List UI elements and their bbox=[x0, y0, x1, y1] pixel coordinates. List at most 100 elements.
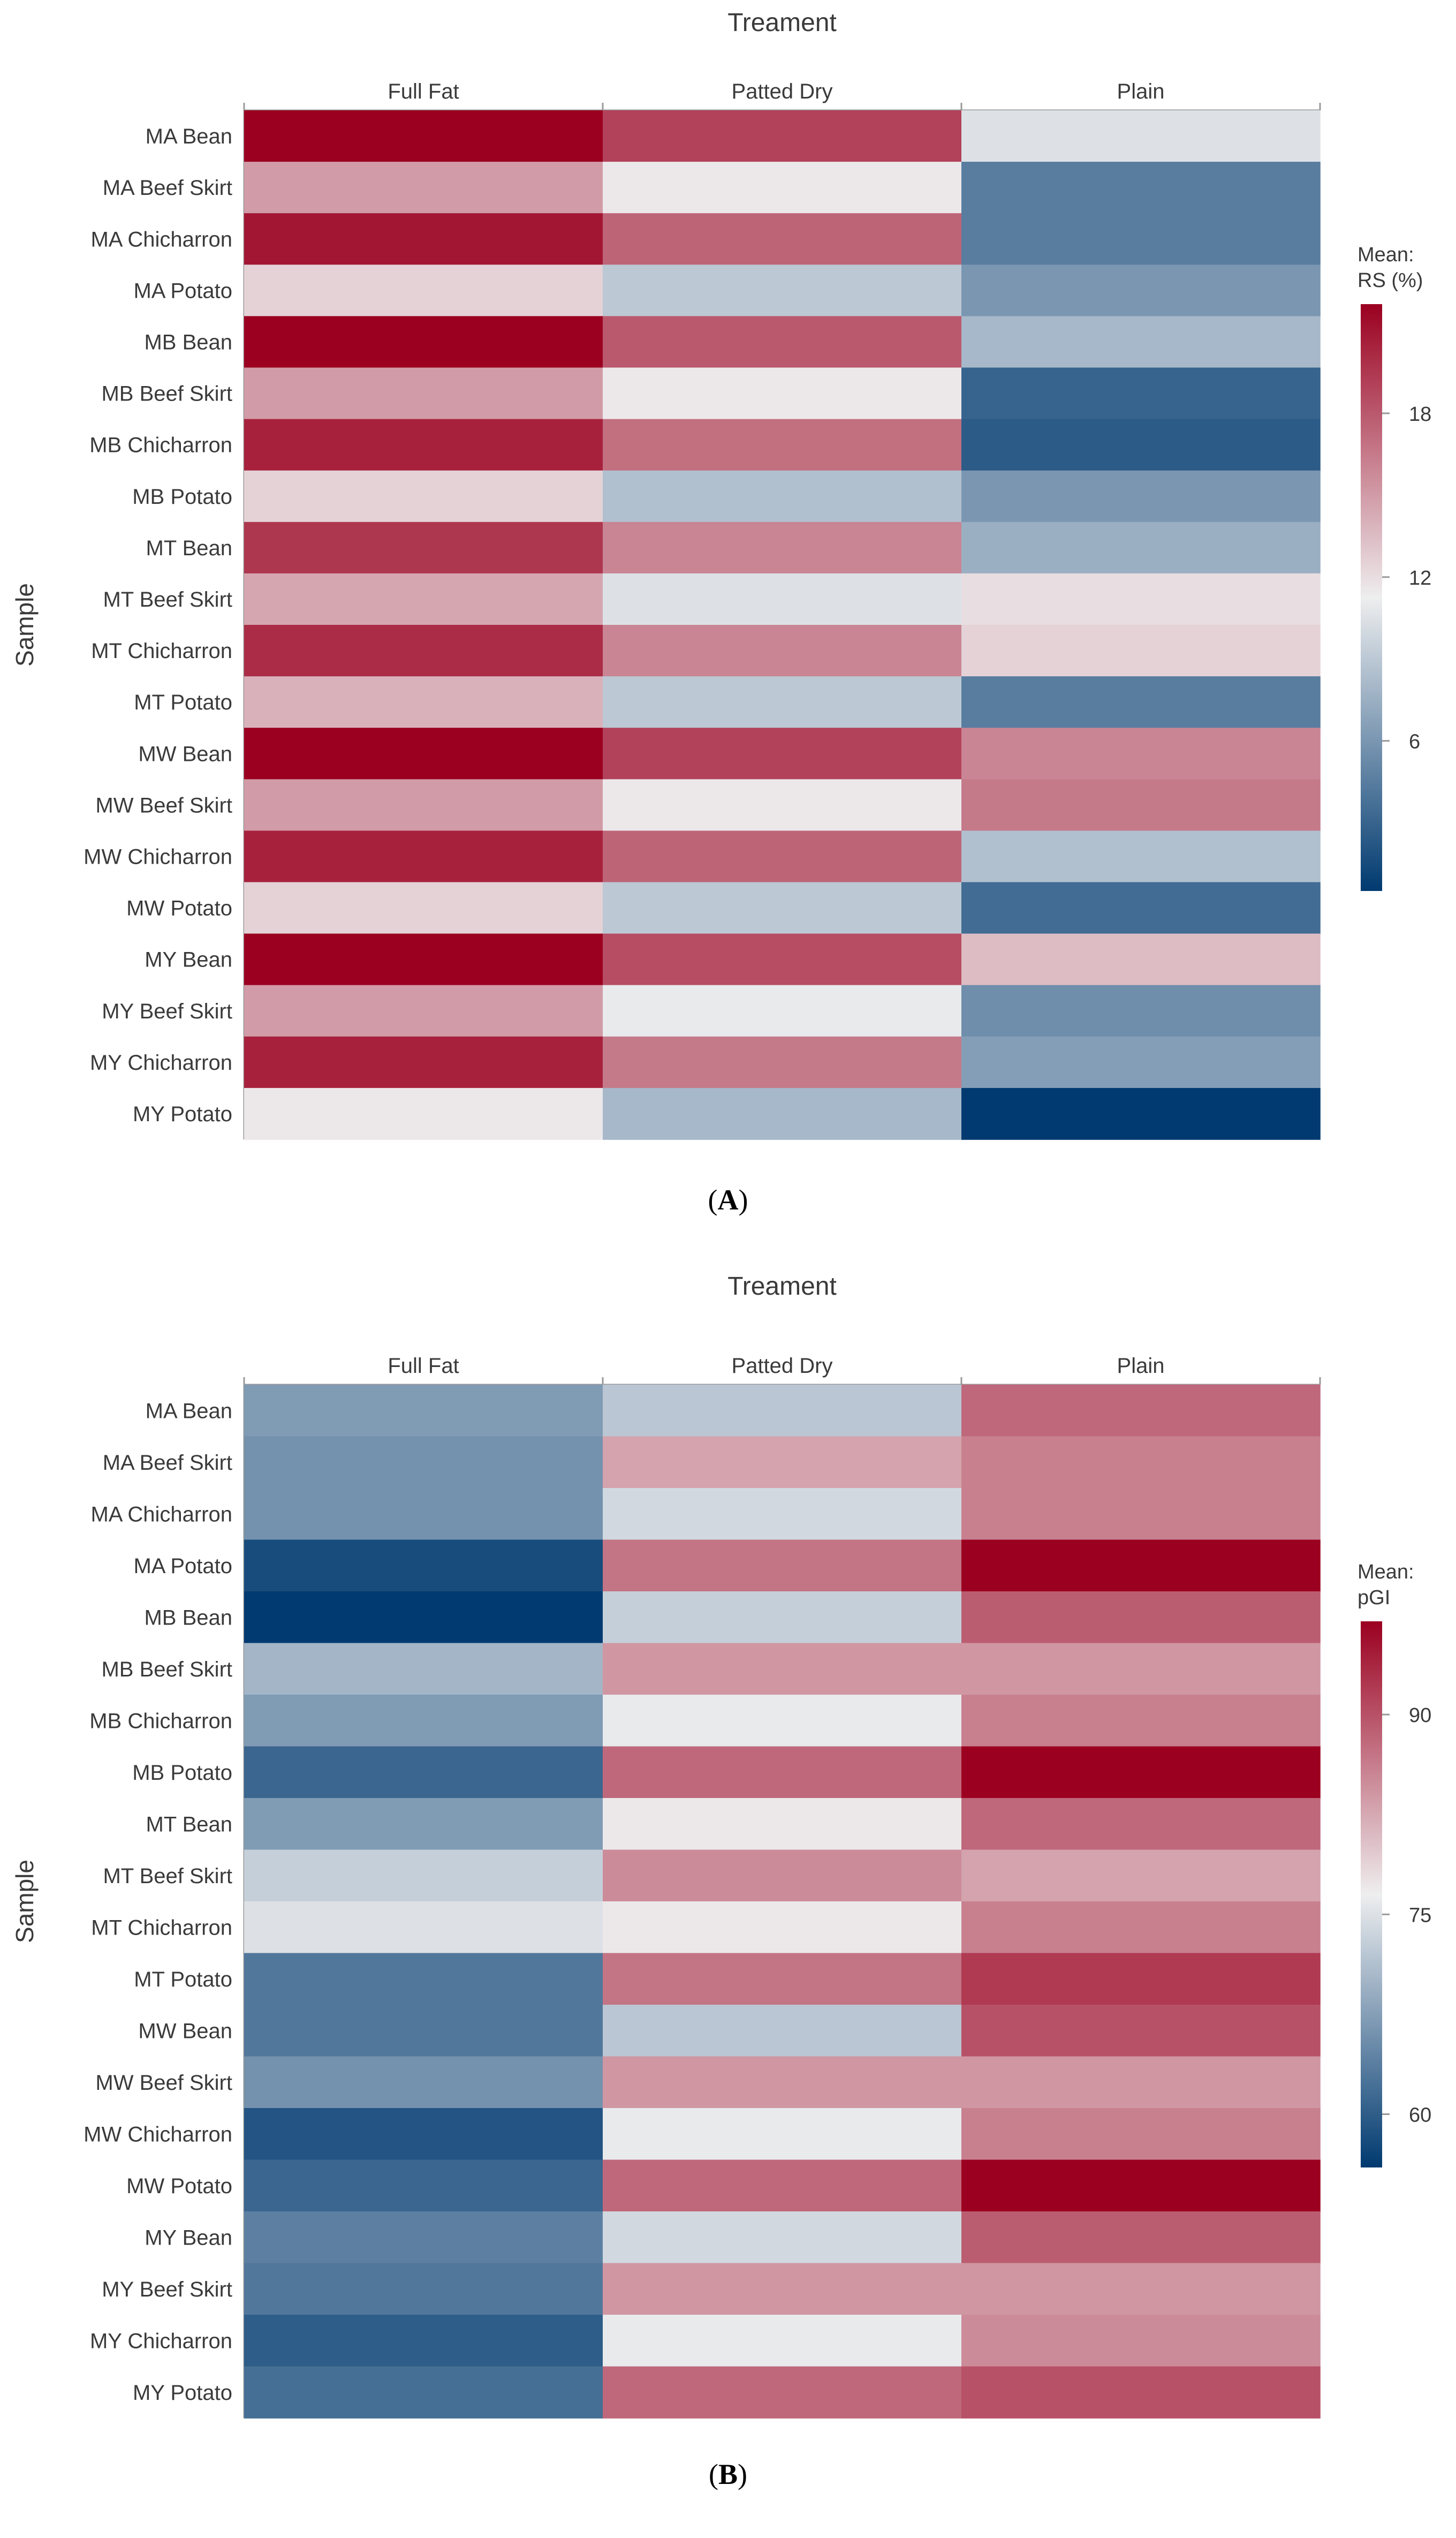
row-label-a-11: MT Potato bbox=[134, 691, 232, 714]
heatmap-cell-b-11-1 bbox=[603, 1953, 962, 2005]
colorbar-a bbox=[1361, 304, 1382, 891]
heatmap-cell-b-11-2 bbox=[961, 1953, 1321, 2005]
row-label-b-3: MA Potato bbox=[133, 1554, 232, 1578]
heatmap-cell-b-0-0 bbox=[244, 1385, 603, 1437]
heatmap-cell-b-15-1 bbox=[603, 2159, 962, 2212]
heatmap-cell-a-16-0 bbox=[244, 933, 603, 986]
row-label-a-10: MT Chicharron bbox=[91, 639, 232, 663]
heatmap-cell-a-7-0 bbox=[244, 470, 603, 523]
heatmap-cell-a-18-2 bbox=[961, 1036, 1321, 1089]
heatmap-cell-a-0-1 bbox=[603, 110, 962, 162]
heatmap-cell-b-9-0 bbox=[244, 1849, 603, 1902]
colorbar-tick-label-b-0: 60 bbox=[1409, 2104, 1431, 2126]
heatmap-cell-a-5-0 bbox=[244, 367, 603, 420]
heatmap-cell-b-19-2 bbox=[961, 2366, 1321, 2419]
heatmap-cell-b-5-2 bbox=[961, 1643, 1321, 1695]
heatmap-cell-a-10-2 bbox=[961, 625, 1321, 677]
heatmap-cell-b-9-1 bbox=[603, 1849, 962, 1902]
heatmap-cell-b-19-1 bbox=[603, 2366, 962, 2419]
heatmap-cell-b-16-0 bbox=[244, 2211, 603, 2264]
heatmap-cell-a-17-1 bbox=[603, 985, 962, 1037]
heatmap-cell-a-11-1 bbox=[603, 676, 962, 728]
heatmap-cell-a-13-1 bbox=[603, 779, 962, 832]
heatmap-cell-b-19-0 bbox=[244, 2366, 603, 2419]
row-label-b-6: MB Chicharron bbox=[89, 1709, 232, 1733]
heatmap-cell-a-19-0 bbox=[244, 1087, 603, 1140]
figure-label-b: (B) bbox=[709, 2458, 747, 2490]
colorbar-title-line2-a: RS (%) bbox=[1358, 269, 1423, 292]
heatmap-cell-b-2-2 bbox=[961, 1488, 1321, 1540]
heatmap-cell-a-8-0 bbox=[244, 522, 603, 574]
heatmap-cell-a-18-0 bbox=[244, 1036, 603, 1089]
heatmap-cell-b-8-2 bbox=[961, 1798, 1321, 1850]
colorbar-tick-label-a-2: 18 bbox=[1409, 403, 1431, 426]
row-label-b-15: MW Potato bbox=[126, 2174, 232, 2198]
column-header-a-1: Patted Dry bbox=[732, 80, 833, 103]
heatmap-cell-b-3-1 bbox=[603, 1539, 962, 1592]
heatmap-cell-a-5-1 bbox=[603, 367, 962, 420]
heatmap-cell-b-1-0 bbox=[244, 1436, 603, 1489]
heatmap-cell-b-11-0 bbox=[244, 1953, 603, 2005]
heatmap-cell-b-1-1 bbox=[603, 1436, 962, 1489]
heatmap-cell-a-2-2 bbox=[961, 213, 1321, 266]
heatmap-cell-b-7-1 bbox=[603, 1746, 962, 1799]
row-label-b-10: MT Chicharron bbox=[91, 1916, 232, 1939]
heatmap-cell-b-2-1 bbox=[603, 1488, 962, 1540]
row-label-a-3: MA Potato bbox=[133, 279, 232, 303]
column-header-a-2: Plain bbox=[1117, 80, 1165, 103]
row-label-a-17: MY Beef Skirt bbox=[102, 1000, 232, 1023]
heatmap-cell-b-8-1 bbox=[603, 1798, 962, 1850]
heatmap-cell-a-15-1 bbox=[603, 882, 962, 934]
heatmap-cell-b-17-1 bbox=[603, 2263, 962, 2315]
row-label-b-7: MB Potato bbox=[132, 1761, 232, 1785]
row-label-a-18: MY Chicharron bbox=[90, 1051, 232, 1075]
row-label-b-13: MW Beef Skirt bbox=[95, 2071, 232, 2095]
column-header-b-0: Full Fat bbox=[388, 1354, 459, 1378]
heatmap-cell-b-14-0 bbox=[244, 2108, 603, 2161]
heatmap-cell-a-15-0 bbox=[244, 882, 603, 934]
colorbar-title-line2-b: pGI bbox=[1358, 1587, 1390, 1609]
heatmap-cell-a-18-1 bbox=[603, 1036, 962, 1089]
heatmap-cell-b-5-0 bbox=[244, 1643, 603, 1695]
heatmap-cell-a-14-0 bbox=[244, 830, 603, 883]
row-label-a-4: MB Bean bbox=[144, 330, 232, 354]
colorbar-tick-label-a-1: 12 bbox=[1409, 567, 1431, 590]
heatmap-cell-b-6-0 bbox=[244, 1695, 603, 1747]
row-label-b-16: MY Bean bbox=[145, 2226, 232, 2249]
heatmap-cell-a-9-2 bbox=[961, 573, 1321, 625]
row-label-b-19: MY Potato bbox=[133, 2381, 232, 2405]
chart-title-b: Treament bbox=[727, 1272, 837, 1301]
heatmap-cell-b-17-0 bbox=[244, 2263, 603, 2315]
row-label-b-17: MY Beef Skirt bbox=[102, 2278, 232, 2301]
figure-label-a: (A) bbox=[708, 1184, 748, 1216]
heatmap-cell-a-12-1 bbox=[603, 728, 962, 780]
row-label-b-2: MA Chicharron bbox=[90, 1502, 232, 1526]
heatmap-cell-b-1-2 bbox=[961, 1436, 1321, 1489]
colorbar-title-line1-b: Mean: bbox=[1358, 1561, 1414, 1583]
colorbar-title-line1-a: Mean: bbox=[1358, 244, 1414, 266]
heatmap-cell-b-15-2 bbox=[961, 2159, 1321, 2212]
row-label-b-4: MB Bean bbox=[144, 1606, 232, 1629]
heatmap-a: Treament Sample Full Fat Patted Dry Plain MA … bbox=[11, 9, 1431, 1140]
heatmap-cell-b-6-2 bbox=[961, 1695, 1321, 1747]
row-label-a-12: MW Bean bbox=[138, 742, 232, 766]
heatmap-cell-b-13-1 bbox=[603, 2056, 962, 2109]
heatmap-cell-a-1-2 bbox=[961, 162, 1321, 214]
heatmap-cell-b-3-0 bbox=[244, 1539, 603, 1592]
heatmap-cell-b-18-0 bbox=[244, 2315, 603, 2367]
heatmap-cell-a-3-0 bbox=[244, 265, 603, 317]
heatmap-cell-a-9-0 bbox=[244, 573, 603, 625]
heatmap-cell-b-2-0 bbox=[244, 1488, 603, 1540]
heatmap-cell-b-14-2 bbox=[961, 2108, 1321, 2161]
row-label-a-5: MB Beef Skirt bbox=[101, 382, 232, 406]
heatmap-cell-b-18-1 bbox=[603, 2315, 962, 2367]
heatmap-cell-b-0-2 bbox=[961, 1385, 1321, 1437]
heatmap-cell-a-19-1 bbox=[603, 1087, 962, 1140]
row-label-a-14: MW Chicharron bbox=[84, 845, 232, 868]
row-label-a-8: MT Bean bbox=[146, 537, 232, 560]
y-axis-label-a: Sample bbox=[11, 583, 39, 667]
heatmap-cell-a-16-2 bbox=[961, 933, 1321, 986]
heatmap-cell-b-5-1 bbox=[603, 1643, 962, 1695]
row-label-a-16: MY Bean bbox=[145, 948, 232, 972]
